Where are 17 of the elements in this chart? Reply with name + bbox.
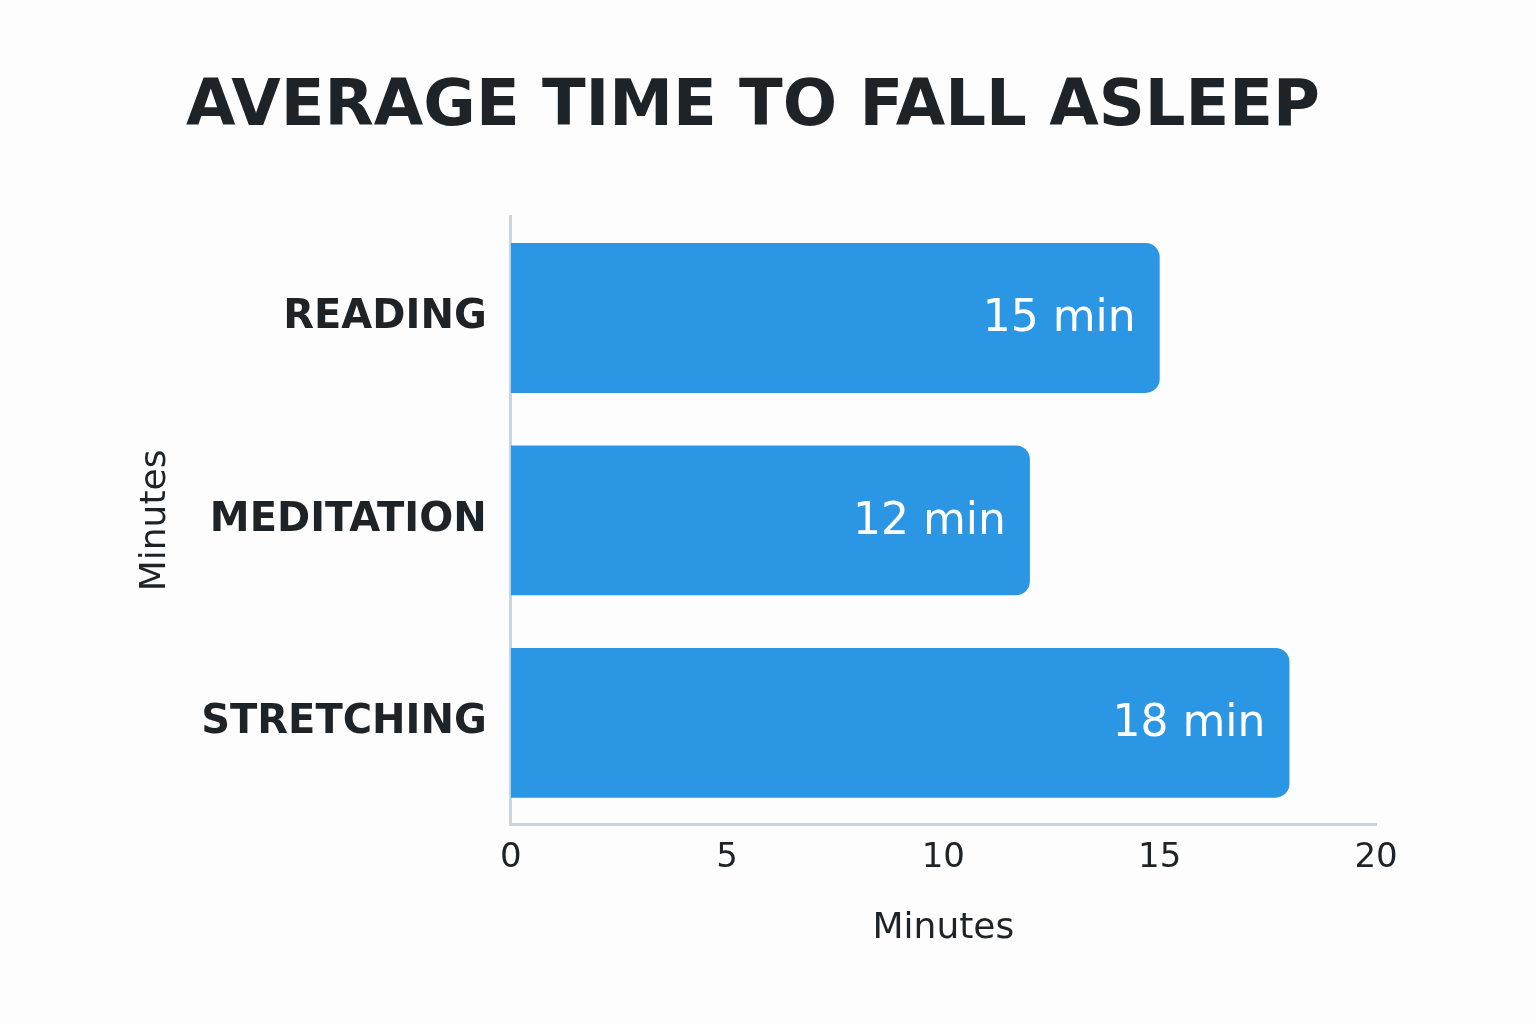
- chart-title: AVERAGE TIME TO FALL ASLEEP: [186, 66, 1320, 141]
- x-tick-label: 10: [921, 835, 965, 876]
- x-tick-label: 0: [499, 835, 522, 876]
- y-tick-label: READING: [283, 291, 487, 338]
- y-tick-label: STRETCHING: [201, 696, 487, 743]
- y-axis-title: Minutes: [131, 449, 173, 592]
- x-tick-label: 20: [1354, 835, 1398, 876]
- data-label: 18 min: [1112, 695, 1266, 747]
- x-tick-label: 5: [716, 835, 738, 876]
- data-label: 15 min: [982, 290, 1136, 342]
- bar: [510, 243, 1160, 393]
- x-tick-label: 15: [1138, 835, 1182, 876]
- bar: [510, 647, 1290, 798]
- x-axis-title: Minutes: [872, 904, 1015, 946]
- data-label: 12 min: [852, 492, 1006, 544]
- bar: [510, 445, 1030, 596]
- y-tick-label: MEDITATION: [209, 493, 487, 540]
